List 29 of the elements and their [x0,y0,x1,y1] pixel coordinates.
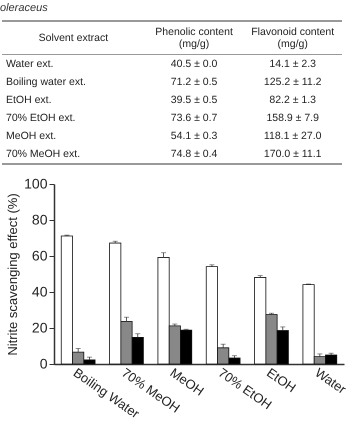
category-label: Solvent extract [2,21,145,54]
category-label: 70% EtOH ext. [6,112,76,124]
text: 73.6 ± 0.7 [170,112,218,124]
text: 71.2 ± 0.5 [170,76,218,88]
y-tick-label: 60 [32,248,48,264]
y-tick-label: 100 [24,176,48,192]
y-tick-label: 40 [32,284,48,300]
y-axis-title: Nitrite scavenging effect (%) [5,193,20,356]
y-tick-label: 20 [32,320,48,336]
category-label: Water ext. [6,58,54,70]
category-label: EtOH ext. [6,94,52,106]
text: 125.2 ± 11.2 [264,76,322,88]
text: 14.1 ± 2.3 [269,58,316,70]
category-label: 70% MeOH ext. [6,148,80,160]
text: 74.8 ± 0.4 [170,148,218,160]
text: 40.5 ± 0.0 [170,58,218,70]
text: 82.2 ± 1.3 [269,94,316,106]
text: 170.0 ± 11.1 [264,148,322,160]
category-label: Flavonoid content (mg/g) [243,21,342,54]
category-label: MeOH ext. [6,130,56,142]
text: 118.1 ± 27.0 [264,130,322,142]
text: 39.5 ± 0.5 [170,94,218,106]
y-tick-label: 80 [32,212,48,228]
category-label: Boiling water ext. [6,76,86,88]
text: oleraceus [0,2,49,14]
category-label: Phenolic content (mg/g) [144,21,244,54]
text: 54.1 ± 0.3 [170,130,218,142]
y-tick-label: 0 [40,356,48,372]
text: 158.9 ± 7.9 [266,112,319,124]
